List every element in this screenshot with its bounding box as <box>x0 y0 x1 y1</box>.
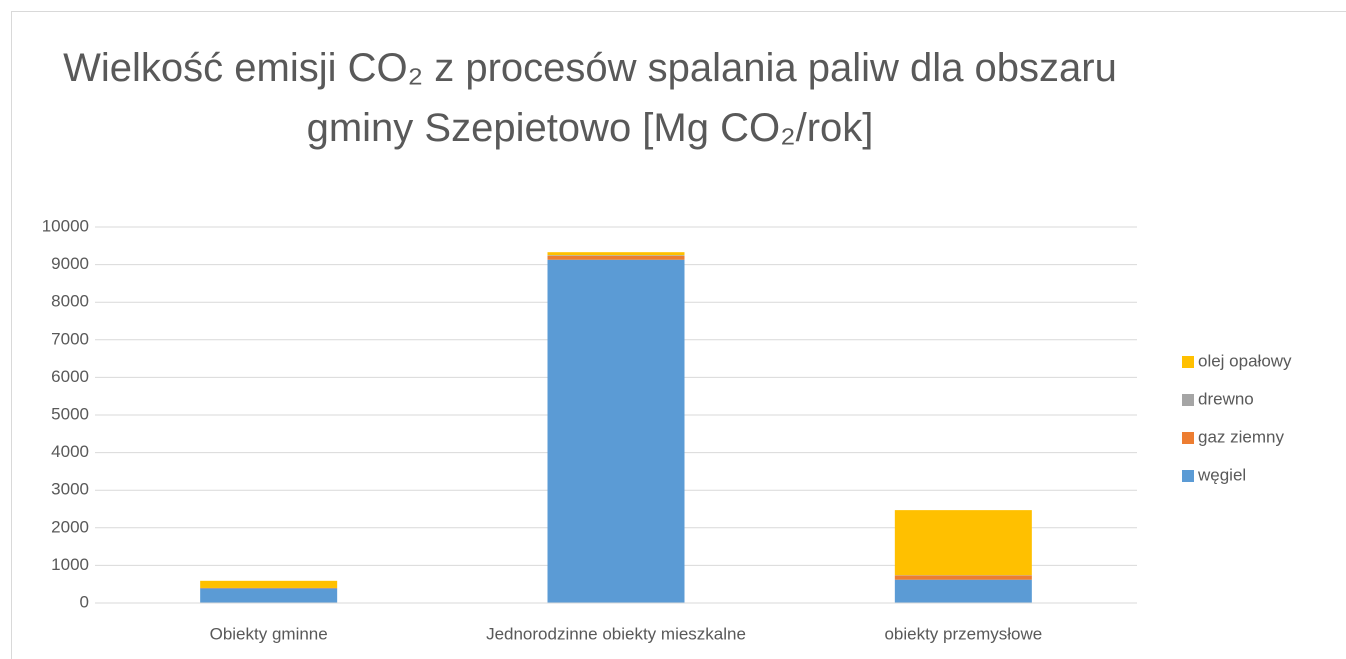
y-tick-label: 8000 <box>51 292 89 311</box>
legend-swatch <box>1182 356 1194 368</box>
bar-segment <box>894 579 1032 603</box>
legend-swatch <box>1182 394 1194 406</box>
y-tick-label: 1000 <box>51 555 89 574</box>
x-tick-label: obiekty przemysłowe <box>884 624 1042 643</box>
bar-segment <box>547 255 685 256</box>
y-tick-label: 5000 <box>51 404 89 423</box>
legend-label: gaz ziemny <box>1198 427 1284 446</box>
bar-segment <box>200 588 338 603</box>
chart-title: Wielkość emisji CO₂ z procesów spalania … <box>63 46 1117 150</box>
bar-segment <box>547 252 685 256</box>
y-tick-label: 6000 <box>51 367 89 386</box>
y-tick-label: 2000 <box>51 517 89 536</box>
bar-segment <box>894 510 1032 576</box>
bar-segment <box>200 580 338 588</box>
x-tick-label: Jednorodzinne obiekty mieszkalne <box>486 624 746 643</box>
legend-label: drewno <box>1198 389 1254 408</box>
bar-segment <box>894 575 1032 580</box>
bar-segment <box>547 255 685 260</box>
y-tick-label: 10000 <box>42 216 89 235</box>
bar-segment <box>547 259 685 603</box>
legend-label: olej opałowy <box>1198 351 1292 370</box>
legend-swatch <box>1182 432 1194 444</box>
y-tick-label: 3000 <box>51 480 89 499</box>
y-tick-label: 4000 <box>51 442 89 461</box>
legend-label: węgiel <box>1197 465 1246 484</box>
chart-border <box>11 11 1346 659</box>
legend-swatch <box>1182 470 1194 482</box>
y-tick-label: 7000 <box>51 329 89 348</box>
y-tick-label: 0 <box>80 592 89 611</box>
x-tick-label: Obiekty gminne <box>210 624 328 643</box>
y-tick-label: 9000 <box>51 254 89 273</box>
